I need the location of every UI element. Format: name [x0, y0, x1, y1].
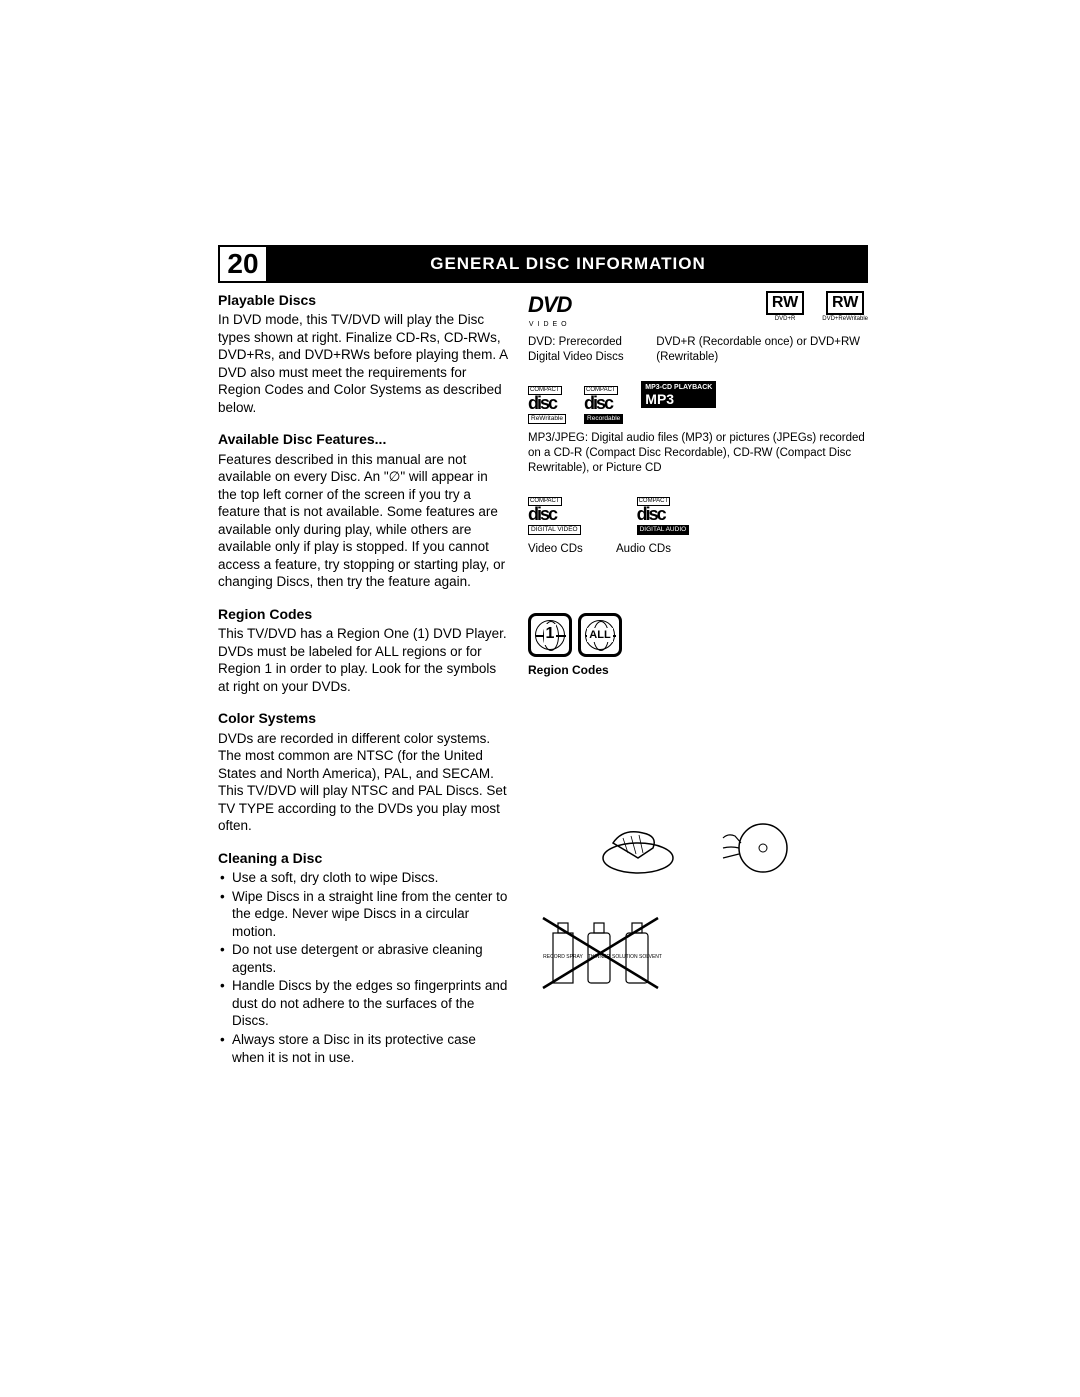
cleaning-heading: Cleaning a Disc — [218, 849, 508, 867]
video-cd-caption: Video CDs — [528, 542, 598, 557]
page-number: 20 — [218, 245, 268, 283]
dvd-r-logo-icon: RW DVD+R — [766, 291, 804, 324]
features-heading: Available Disc Features... — [218, 430, 508, 448]
list-item: Do not use detergent or abrasive cleanin… — [218, 941, 508, 976]
left-column: Playable Discs In DVD mode, this TV/DVD … — [218, 291, 508, 1067]
cleaning-list: Use a soft, dry cloth to wipe Discs. Wip… — [218, 869, 508, 1066]
dvd-rw-logo-icon: RW DVD+ReWritable — [822, 291, 868, 324]
audio-cd-logo-icon: COMPACT disc DIGITAL AUDIO — [637, 492, 690, 536]
list-item: Use a soft, dry cloth to wipe Discs. — [218, 869, 508, 887]
svg-text:RECORD SPRAY: RECORD SPRAY — [543, 954, 583, 960]
region-text: This TV/DVD has a Region One (1) DVD Pla… — [218, 625, 508, 695]
header-title: GENERAL DISC INFORMATION — [268, 245, 868, 283]
hold-edge-icon — [713, 818, 803, 878]
list-item: Wipe Discs in a straight line from the c… — [218, 888, 508, 941]
color-text: DVDs are recorded in different color sys… — [218, 730, 508, 835]
region-1-badge-icon: 1 — [528, 613, 572, 657]
region-label: Region Codes — [528, 663, 868, 679]
no-solvents-icon: RECORD SPRAY THINNER SOLUTION SOLVENT — [528, 908, 868, 998]
color-heading: Color Systems — [218, 709, 508, 727]
dvd-logo-icon: DVD VIDEO — [528, 291, 571, 329]
wipe-cloth-icon — [593, 818, 683, 878]
region-all-badge-icon: ALL — [578, 613, 622, 657]
mp3-caption: MP3/JPEG: Digital audio files (MP3) or p… — [528, 431, 868, 476]
rw-caption: DVD+R (Recordable once) or DVD+RW (Rewri… — [656, 335, 868, 365]
right-column: DVD VIDEO RW DVD+R RW DVD+ReWritable DVD… — [528, 291, 868, 1067]
dvd-caption: DVD: Prerecorded Digital Video Discs — [528, 335, 638, 365]
playable-text: In DVD mode, this TV/DVD will play the D… — [218, 311, 508, 416]
mp3-logo-icon: MP3-CD PLAYBACK MP3 — [641, 381, 716, 408]
region-codes-icon: 1 ALL — [528, 613, 868, 657]
playable-heading: Playable Discs — [218, 291, 508, 309]
cd-rw-logo-icon: COMPACT disc ReWritable — [528, 381, 566, 425]
list-item: Always store a Disc in its protective ca… — [218, 1031, 508, 1066]
svg-text:SOLUTION SOLVENT: SOLUTION SOLVENT — [612, 954, 662, 960]
region-heading: Region Codes — [218, 605, 508, 623]
cleaning-diagram-icon: RECORD SPRAY THINNER SOLUTION SOLVENT — [528, 818, 868, 998]
features-text: Features described in this manual are no… — [218, 451, 508, 591]
header-bar: 20 GENERAL DISC INFORMATION — [218, 245, 868, 283]
cd-r-logo-icon: COMPACT disc Recordable — [584, 381, 623, 425]
video-cd-logo-icon: COMPACT disc DIGITAL VIDEO — [528, 492, 581, 536]
audio-cd-caption: Audio CDs — [616, 542, 671, 557]
list-item: Handle Discs by the edges so fingerprint… — [218, 977, 508, 1030]
